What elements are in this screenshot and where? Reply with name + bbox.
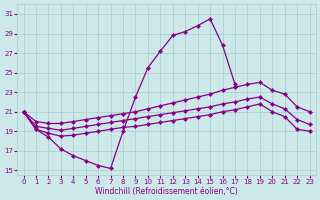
X-axis label: Windchill (Refroidissement éolien,°C): Windchill (Refroidissement éolien,°C) [95,187,238,196]
